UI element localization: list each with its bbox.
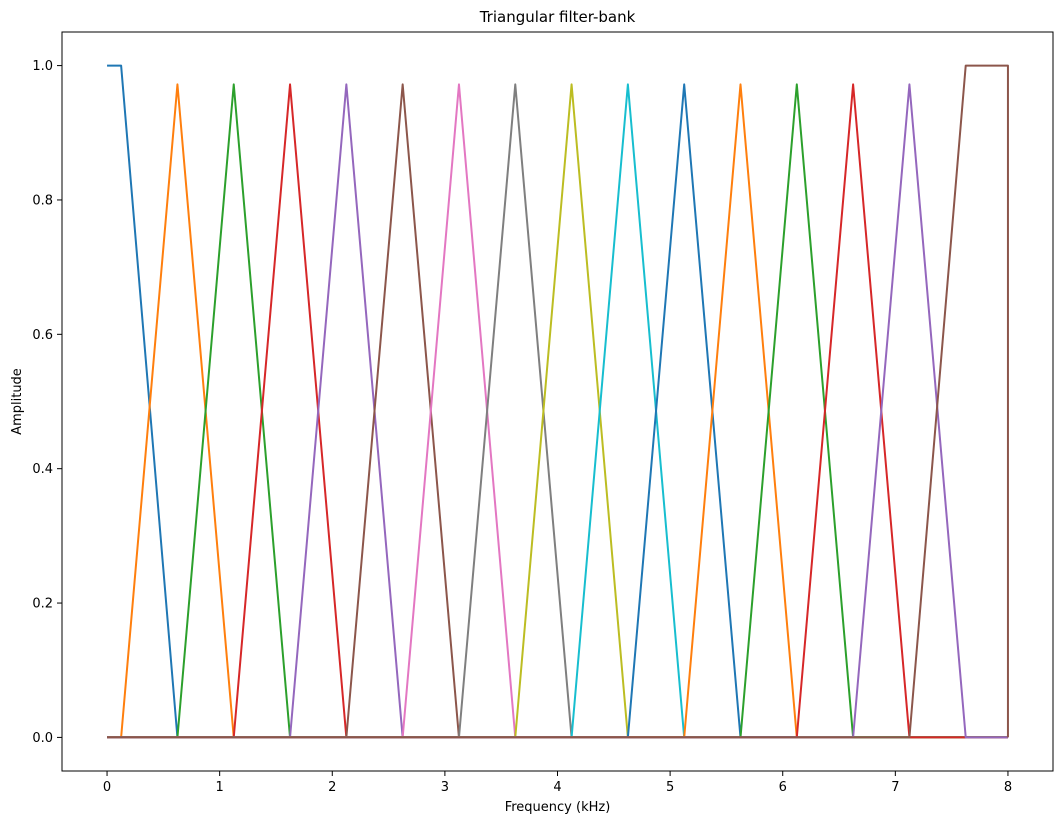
chart-title: Triangular filter-bank (479, 8, 636, 26)
x-axis: 0 1 2 3 4 5 6 7 8 (103, 771, 1012, 795)
y-tick-label: 0.6 (32, 328, 53, 343)
x-tick-label: 3 (441, 780, 449, 795)
y-tick-label: 0.0 (32, 731, 53, 746)
x-tick-label: 5 (666, 780, 674, 795)
x-tick-label: 7 (891, 780, 899, 795)
x-tick-label: 8 (1004, 780, 1012, 795)
x-tick-label: 0 (103, 780, 111, 795)
x-tick-label: 4 (553, 780, 561, 795)
x-tick-label: 2 (328, 780, 336, 795)
x-tick-label: 1 (216, 780, 224, 795)
y-tick-label: 1.0 (32, 59, 53, 74)
filter-line-16 (107, 64, 1009, 739)
y-axis-title: Amplitude (10, 368, 25, 435)
y-tick-label: 0.8 (32, 193, 53, 208)
series-layer (107, 64, 1009, 739)
y-tick-label: 0.2 (32, 597, 53, 612)
y-axis: 0.0 0.2 0.4 0.6 0.8 1.0 (32, 59, 62, 746)
y-tick-label: 0.4 (32, 462, 53, 477)
x-axis-title: Frequency (kHz) (505, 800, 611, 815)
x-tick-label: 6 (779, 780, 787, 795)
